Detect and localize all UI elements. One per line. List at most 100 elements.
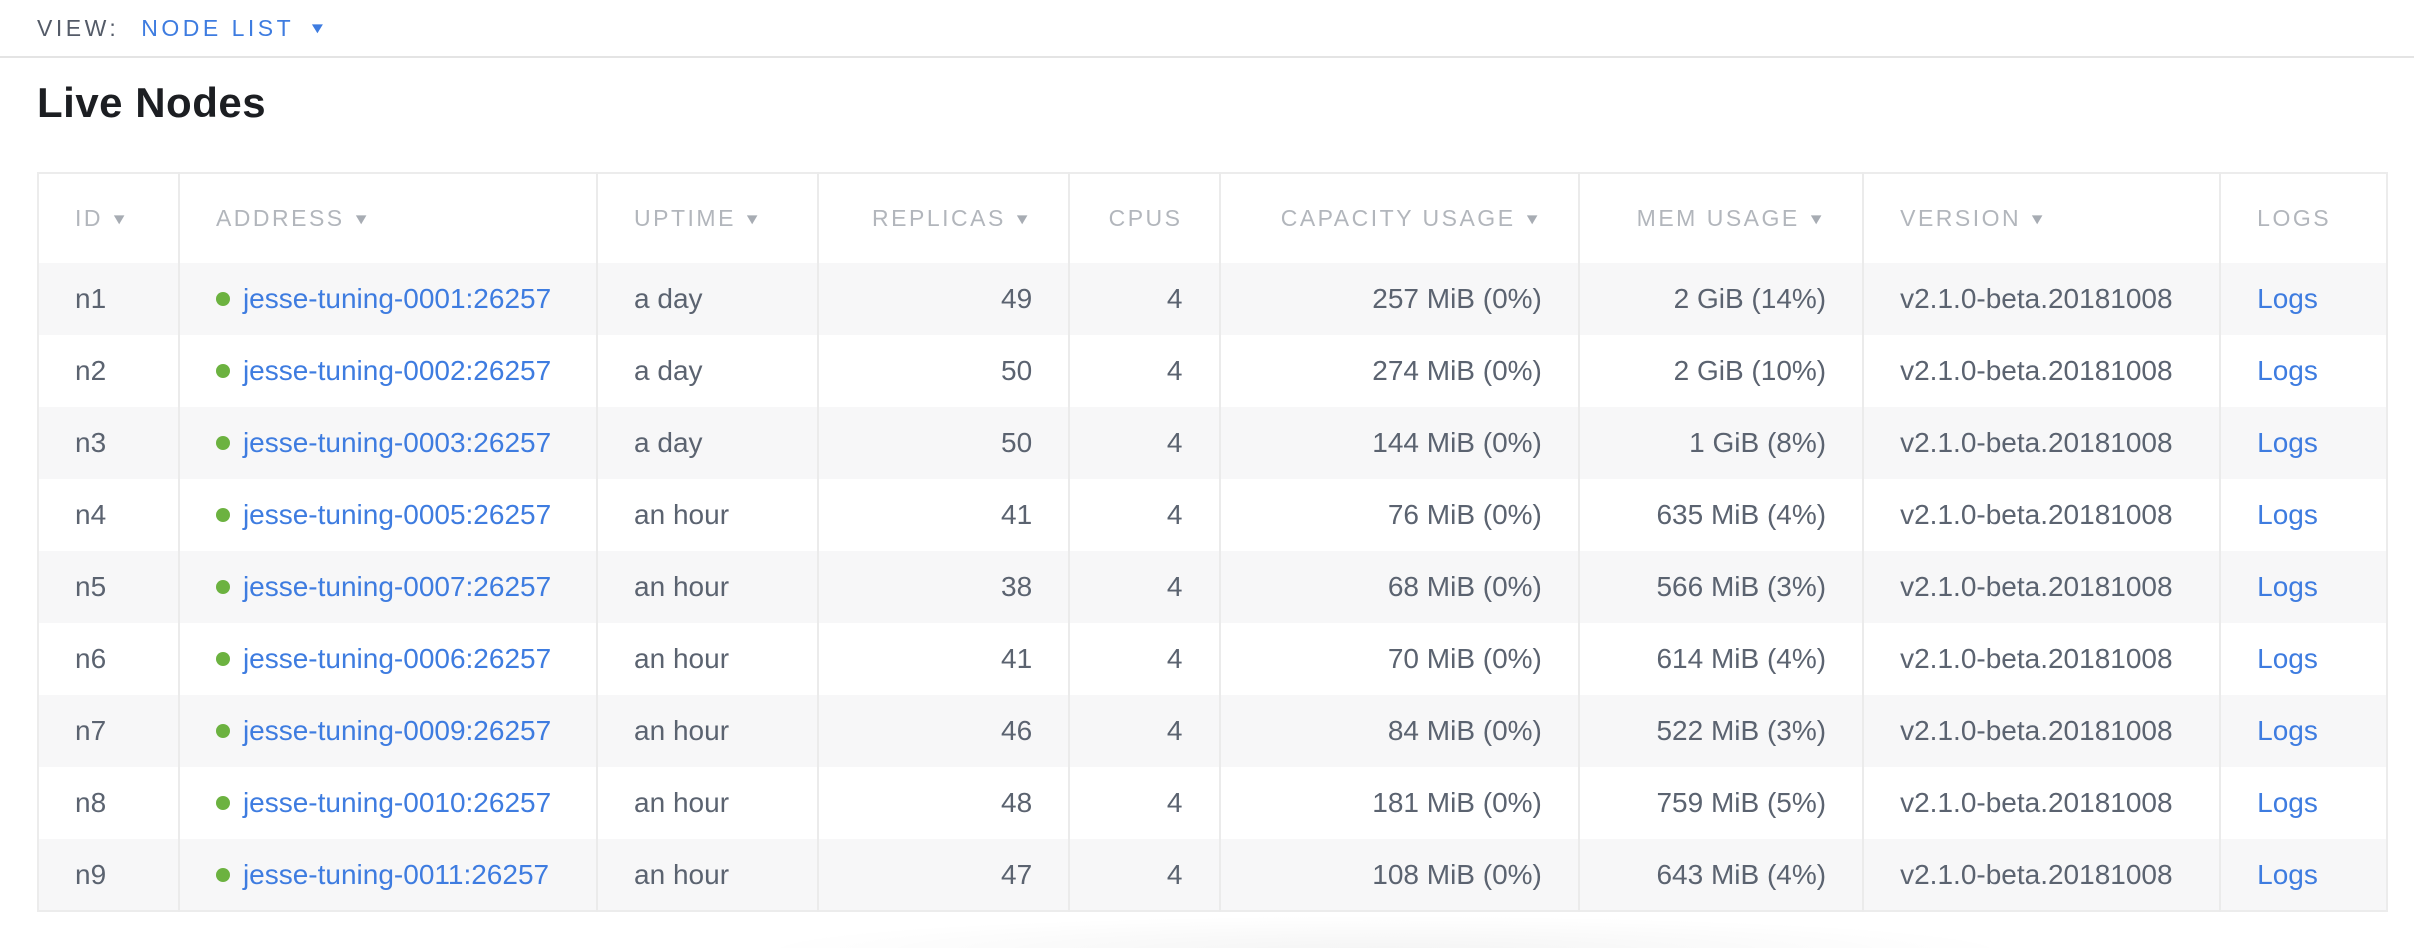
cell-cpus: 4 xyxy=(1068,839,1220,911)
node-address-link[interactable]: jesse-tuning-0010:26257 xyxy=(242,787,552,818)
sort-desc-icon: ▼ xyxy=(743,211,765,228)
node-status-icon xyxy=(215,867,230,882)
cell-logs: Logs xyxy=(2219,407,2387,479)
cell-uptime: a day xyxy=(596,335,818,407)
column-header-version[interactable]: VERSION ▼ xyxy=(1862,173,2221,263)
cell-uptime: an hour xyxy=(596,551,818,623)
cell-mem: 522 MiB (3%) xyxy=(1577,695,1864,767)
cell-uptime: a day xyxy=(596,407,818,479)
node-status-icon xyxy=(215,580,230,594)
cell-version: v2.1.0-beta.20181008 xyxy=(1862,623,2221,695)
cell-id: n1 xyxy=(75,283,107,314)
cell-uptime: an hour xyxy=(596,767,818,839)
cell-replicas: 41 xyxy=(816,479,1070,551)
sort-desc-icon: ▼ xyxy=(1013,211,1034,228)
cell-capacity: 70 MiB (0%) xyxy=(1218,623,1579,695)
table-row: n3 jesse-tuning-0003:26257 a day 50 4 144 MiB… xyxy=(38,407,2387,479)
logs-link[interactable]: Logs xyxy=(2257,643,2318,674)
cell-uptime: a day xyxy=(596,263,818,335)
logs-link[interactable]: Logs xyxy=(2257,499,2318,530)
cell-capacity: 274 MiB (0%) xyxy=(1218,335,1579,407)
column-label: LOGS xyxy=(2257,205,2332,231)
column-label: REPLICAS xyxy=(872,205,1006,231)
node-address-link[interactable]: jesse-tuning-0011:26257 xyxy=(242,858,550,890)
table-row: n7 jesse-tuning-0009:26257 an hour 46 4 84 Mi… xyxy=(38,695,2387,767)
cell-logs: Logs xyxy=(2219,551,2387,623)
cell-cpus: 4 xyxy=(1068,695,1220,767)
column-header-id[interactable]: ID ▼ xyxy=(38,173,179,263)
cell-cpus: 4 xyxy=(1068,335,1220,407)
cell-logs: Logs xyxy=(2219,479,2387,551)
logs-link[interactable]: Logs xyxy=(2257,355,2318,386)
cell-address: jesse-tuning-0002:26257 xyxy=(177,335,598,407)
node-status-icon xyxy=(215,724,230,738)
cell-cpus: 4 xyxy=(1068,767,1220,839)
cell-uptime: an hour xyxy=(596,479,818,551)
column-header-capacity[interactable]: CAPACITY USAGE ▼ xyxy=(1218,173,1579,263)
cell-replicas: 47 xyxy=(816,839,1070,911)
cell-capacity: 257 MiB (0%) xyxy=(1218,263,1579,335)
cell-version: v2.1.0-beta.20181008 xyxy=(1862,839,2221,911)
cell-replicas: 41 xyxy=(816,623,1070,695)
cell-address: jesse-tuning-0011:26257 xyxy=(177,839,598,911)
logs-link[interactable]: Logs xyxy=(2257,858,2318,890)
cell-logs: Logs xyxy=(2219,263,2387,335)
logs-link[interactable]: Logs xyxy=(2257,715,2318,746)
cell-mem: 643 MiB (4%) xyxy=(1577,839,1864,911)
cell-id: n4 xyxy=(75,499,107,530)
node-address-link[interactable]: jesse-tuning-0005:26257 xyxy=(242,499,552,530)
view-bar: VIEW: NODE LIST ▼ xyxy=(0,0,2414,58)
node-address-link[interactable]: jesse-tuning-0003:26257 xyxy=(242,427,552,458)
logs-link[interactable]: Logs xyxy=(2257,787,2318,818)
cell-capacity: 68 MiB (0%) xyxy=(1218,551,1579,623)
node-address-link[interactable]: jesse-tuning-0002:26257 xyxy=(242,355,552,386)
column-label: CAPACITY USAGE xyxy=(1280,205,1516,231)
logs-link[interactable]: Logs xyxy=(2257,283,2318,314)
cell-address: jesse-tuning-0006:26257 xyxy=(177,623,598,695)
cell-id: n9 xyxy=(75,858,107,890)
cell-address: jesse-tuning-0009:26257 xyxy=(177,695,598,767)
cell-mem: 1 GiB (8%) xyxy=(1577,407,1864,479)
table-row: n8 jesse-tuning-0010:26257 an hour 48 4 181 M… xyxy=(38,767,2387,839)
table-row: n9 jesse-tuning-0011:26257 an hour 47 4 108 M… xyxy=(38,839,2387,911)
cell-cpus: 4 xyxy=(1068,551,1220,623)
node-address-link[interactable]: jesse-tuning-0006:26257 xyxy=(242,643,552,674)
node-address-link[interactable]: jesse-tuning-0001:26257 xyxy=(242,283,552,314)
page-title: Live Nodes xyxy=(37,79,267,126)
column-header-uptime[interactable]: UPTIME ▼ xyxy=(596,173,818,263)
nodes-table: ID ▼ ADDRESS ▼ UPTIME ▼ REPLICAS ▼ CPUS CAPACITY … xyxy=(37,172,2388,912)
column-header-address[interactable]: ADDRESS ▼ xyxy=(177,173,598,263)
node-status-icon xyxy=(215,508,230,522)
cell-uptime: an hour xyxy=(596,839,818,911)
cell-cpus: 4 xyxy=(1068,407,1220,479)
node-address-link[interactable]: jesse-tuning-0007:26257 xyxy=(242,571,552,602)
cell-address: jesse-tuning-0001:26257 xyxy=(177,263,598,335)
cell-id: n2 xyxy=(75,355,107,386)
table-row: n2 jesse-tuning-0002:26257 a day 50 4 274 MiB… xyxy=(38,335,2387,407)
sort-desc-icon: ▼ xyxy=(110,211,132,228)
cell-capacity: 108 MiB (0%) xyxy=(1218,839,1579,911)
node-status-icon xyxy=(215,364,230,378)
cell-mem: 566 MiB (3%) xyxy=(1577,551,1864,623)
cell-address: jesse-tuning-0007:26257 xyxy=(177,551,598,623)
node-status-icon xyxy=(215,436,230,450)
cell-cpus: 4 xyxy=(1068,479,1220,551)
cell-logs: Logs xyxy=(2219,767,2387,839)
cell-id: n5 xyxy=(75,571,107,602)
column-header-replicas[interactable]: REPLICAS ▼ xyxy=(816,173,1070,263)
view-selector[interactable]: NODE LIST ▼ xyxy=(141,15,327,42)
cell-capacity: 76 MiB (0%) xyxy=(1218,479,1579,551)
cell-replicas: 46 xyxy=(816,695,1070,767)
sort-desc-icon: ▼ xyxy=(2028,211,2050,228)
column-header-mem[interactable]: MEM USAGE ▼ xyxy=(1577,173,1864,263)
logs-link[interactable]: Logs xyxy=(2257,571,2318,602)
caret-down-icon: ▼ xyxy=(308,19,327,37)
sort-desc-icon: ▼ xyxy=(1807,211,1828,228)
cell-logs: Logs xyxy=(2219,839,2387,911)
cell-version: v2.1.0-beta.20181008 xyxy=(1862,263,2221,335)
cell-replicas: 48 xyxy=(816,767,1070,839)
table-body: n1 jesse-tuning-0001:26257 a day 49 4 257 MiB… xyxy=(38,263,2387,911)
logs-link[interactable]: Logs xyxy=(2257,427,2318,458)
node-address-link[interactable]: jesse-tuning-0009:26257 xyxy=(242,715,552,746)
sort-desc-icon: ▼ xyxy=(351,211,373,228)
